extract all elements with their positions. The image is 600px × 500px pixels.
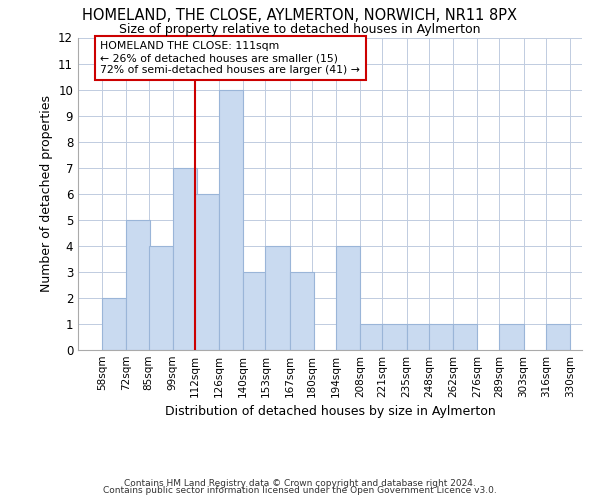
Bar [290, 272, 314, 350]
Bar [149, 246, 173, 350]
Bar [173, 168, 197, 350]
Bar [499, 324, 524, 350]
Bar [102, 298, 126, 350]
Text: Size of property relative to detached houses in Aylmerton: Size of property relative to detached ho… [119, 22, 481, 36]
Bar [265, 246, 290, 350]
Bar [429, 324, 453, 350]
Bar [453, 324, 477, 350]
Text: HOMELAND THE CLOSE: 111sqm
← 26% of detached houses are smaller (15)
72% of semi: HOMELAND THE CLOSE: 111sqm ← 26% of deta… [100, 42, 360, 74]
Bar [382, 324, 407, 350]
Text: Contains HM Land Registry data © Crown copyright and database right 2024.: Contains HM Land Registry data © Crown c… [124, 478, 476, 488]
Bar [126, 220, 150, 350]
Text: HOMELAND, THE CLOSE, AYLMERTON, NORWICH, NR11 8PX: HOMELAND, THE CLOSE, AYLMERTON, NORWICH,… [83, 8, 517, 22]
Bar [360, 324, 384, 350]
Bar [243, 272, 267, 350]
Bar [195, 194, 219, 350]
X-axis label: Distribution of detached houses by size in Aylmerton: Distribution of detached houses by size … [164, 406, 496, 418]
Y-axis label: Number of detached properties: Number of detached properties [40, 95, 53, 292]
Bar [219, 90, 243, 350]
Text: Contains public sector information licensed under the Open Government Licence v3: Contains public sector information licen… [103, 486, 497, 495]
Bar [407, 324, 431, 350]
Bar [546, 324, 570, 350]
Bar [336, 246, 360, 350]
